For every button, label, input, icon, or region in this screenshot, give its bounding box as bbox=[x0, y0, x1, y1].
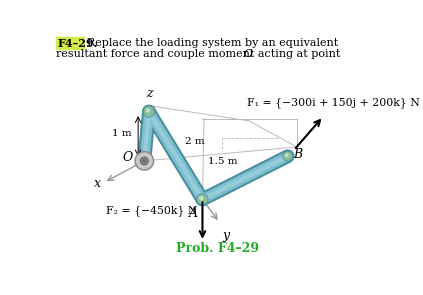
Circle shape bbox=[135, 152, 154, 170]
Text: F₂ = {−450k} N: F₂ = {−450k} N bbox=[106, 205, 197, 216]
Circle shape bbox=[197, 194, 208, 205]
Text: O: O bbox=[122, 151, 133, 164]
Circle shape bbox=[143, 106, 154, 117]
Circle shape bbox=[140, 157, 148, 165]
Text: .: . bbox=[249, 49, 253, 59]
Text: O: O bbox=[244, 49, 253, 59]
Circle shape bbox=[284, 153, 291, 160]
Text: 1 m: 1 m bbox=[112, 129, 132, 138]
Circle shape bbox=[283, 152, 292, 161]
Text: Prob. F4–29: Prob. F4–29 bbox=[176, 242, 259, 255]
Circle shape bbox=[144, 107, 154, 116]
Circle shape bbox=[200, 197, 203, 200]
Circle shape bbox=[143, 159, 146, 163]
Text: B: B bbox=[293, 148, 302, 161]
Text: F₁ = {−300i + 150j + 200k} N: F₁ = {−300i + 150j + 200k} N bbox=[247, 97, 419, 108]
Text: 1.5 m: 1.5 m bbox=[208, 157, 237, 165]
Text: 2 m: 2 m bbox=[185, 137, 205, 146]
Text: Replace the loading system by an equivalent: Replace the loading system by an equival… bbox=[87, 38, 338, 48]
Text: x: x bbox=[93, 177, 101, 190]
Circle shape bbox=[286, 154, 288, 157]
Text: z: z bbox=[146, 87, 152, 100]
Text: F4–29.: F4–29. bbox=[58, 37, 98, 49]
Circle shape bbox=[146, 109, 149, 112]
FancyBboxPatch shape bbox=[55, 37, 84, 49]
Text: y: y bbox=[222, 229, 230, 242]
Circle shape bbox=[198, 195, 207, 204]
Text: A: A bbox=[189, 207, 198, 220]
Text: resultant force and couple moment acting at point: resultant force and couple moment acting… bbox=[56, 49, 344, 59]
